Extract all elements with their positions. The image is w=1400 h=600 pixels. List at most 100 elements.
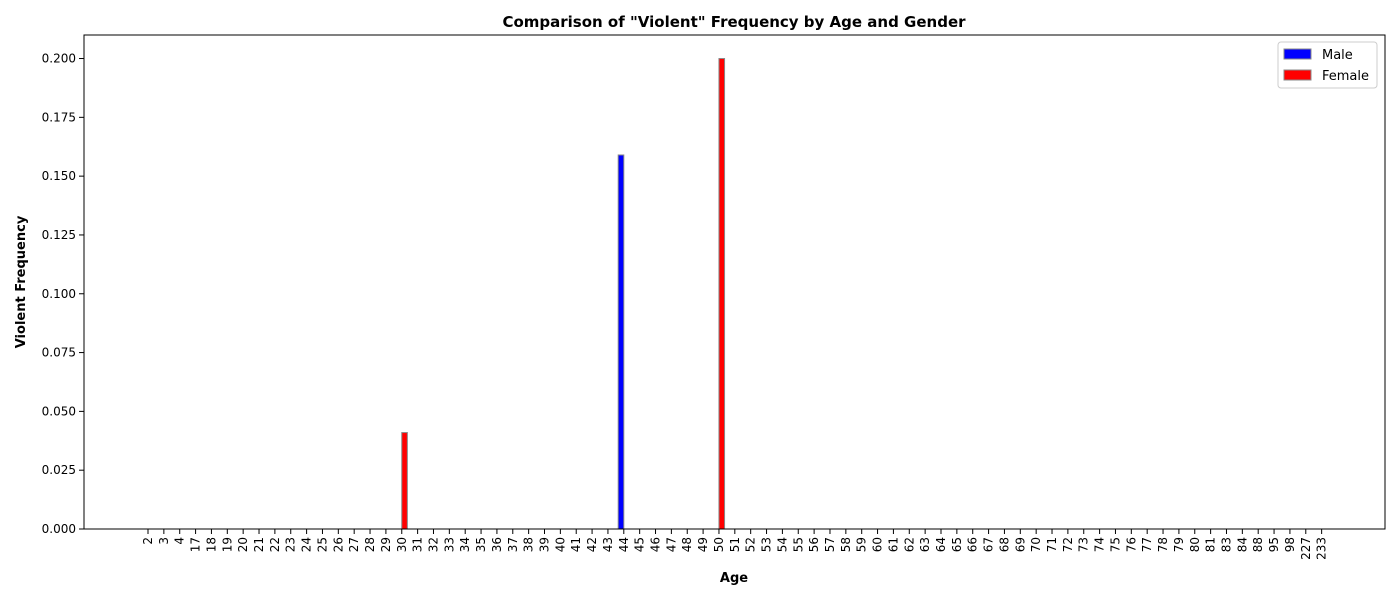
x-tick-label: 79 <box>1172 537 1186 552</box>
x-tick-label: 95 <box>1267 537 1281 552</box>
x-tick-label: 40 <box>553 537 567 552</box>
x-axis-label: Age <box>720 571 748 586</box>
x-tick-label: 23 <box>284 537 298 552</box>
x-tick-label: 98 <box>1283 537 1297 552</box>
x-tick-label: 3 <box>157 537 171 545</box>
x-tick-label: 58 <box>839 537 853 552</box>
x-tick-label: 51 <box>728 537 742 552</box>
x-tick-label: 43 <box>601 537 615 552</box>
x-tick-label: 55 <box>791 537 805 552</box>
x-tick-label: 65 <box>950 537 964 552</box>
x-tick-label: 227 <box>1299 537 1313 560</box>
x-tick-label: 81 <box>1204 537 1218 552</box>
y-tick-label: 0.075 <box>42 346 76 360</box>
x-tick-label: 38 <box>522 537 536 552</box>
x-tick-label: 88 <box>1251 537 1265 552</box>
x-tick-label: 59 <box>855 537 869 552</box>
bar-female-30 <box>401 432 408 530</box>
x-tick-label: 36 <box>490 537 504 552</box>
chart-title: Comparison of "Violent" Frequency by Age… <box>502 13 966 31</box>
plot-frame <box>83 34 1386 530</box>
x-tick-label: 84 <box>1235 537 1249 552</box>
x-tick-label: 32 <box>426 537 440 552</box>
x-tick-label: 24 <box>300 537 314 552</box>
x-tick-label: 46 <box>649 537 663 552</box>
x-tick-label: 74 <box>1093 537 1107 552</box>
x-tick-label: 20 <box>236 537 250 552</box>
x-tick-label: 34 <box>458 537 472 552</box>
y-tick-label: 0.125 <box>42 228 76 242</box>
legend: Male Female <box>1277 41 1378 89</box>
plot-area <box>83 34 1386 530</box>
x-tick-label: 72 <box>1061 537 1075 552</box>
x-tick-label: 2 <box>141 537 155 545</box>
y-tick-label: 0.050 <box>42 404 76 418</box>
y-axis: 0.000 0.025 0.050 0.075 0.100 0.125 0.150 0.175… <box>42 52 84 536</box>
x-tick-label: 57 <box>823 537 837 552</box>
x-tick-label: 50 <box>712 537 726 552</box>
x-tick-label: 49 <box>696 537 710 552</box>
x-tick-label: 63 <box>918 537 932 552</box>
x-tick-label: 75 <box>1108 537 1122 552</box>
x-tick-label: 35 <box>474 537 488 552</box>
y-tick-label: 0.175 <box>42 110 76 124</box>
x-tick-label: 71 <box>1045 537 1059 552</box>
x-tick-label: 28 <box>363 537 377 552</box>
y-tick-label: 0.100 <box>42 287 76 301</box>
y-tick-label: 0.025 <box>42 463 76 477</box>
x-tick-label: 80 <box>1188 537 1202 552</box>
x-tick-label: 77 <box>1140 537 1154 552</box>
x-tick-label: 56 <box>807 537 821 552</box>
x-tick-label: 19 <box>220 537 234 552</box>
x-tick-label: 30 <box>395 537 409 552</box>
bar-female-50 <box>718 58 726 530</box>
x-tick-label: 52 <box>744 537 758 552</box>
y-tick-label: 0.200 <box>42 52 76 66</box>
x-tick-label: 68 <box>997 537 1011 552</box>
x-tick-label: 27 <box>347 537 361 552</box>
y-axis-label: Violent Frequency <box>14 215 29 348</box>
x-tick-label: 73 <box>1077 537 1091 552</box>
x-tick-label: 67 <box>982 537 996 552</box>
legend-label-male: Male <box>1322 48 1353 63</box>
x-tick-label: 33 <box>442 537 456 552</box>
x-tick-label: 22 <box>268 537 282 552</box>
x-tick-label: 42 <box>585 537 599 552</box>
x-tick-label: 54 <box>775 537 789 552</box>
x-tick-label: 39 <box>538 537 552 552</box>
y-tick-label: 0.150 <box>42 169 76 183</box>
x-tick-label: 60 <box>871 537 885 552</box>
x-tick-label: 78 <box>1156 537 1170 552</box>
x-tick-label: 26 <box>331 537 345 552</box>
x-tick-label: 61 <box>886 537 900 552</box>
x-tick-label: 76 <box>1124 537 1138 552</box>
x-tick-label: 31 <box>411 537 425 552</box>
x-tick-label: 48 <box>680 537 694 552</box>
x-tick-label: 37 <box>506 537 520 552</box>
x-tick-label: 45 <box>633 537 647 552</box>
x-tick-label: 17 <box>189 537 203 552</box>
x-tick-label: 70 <box>1029 537 1043 552</box>
legend-swatch-female <box>1283 69 1312 81</box>
legend-swatch-male <box>1283 48 1312 60</box>
x-tick-label: 25 <box>315 537 329 552</box>
x-tick-label: 41 <box>569 537 583 552</box>
bar-male-44 <box>617 154 625 530</box>
x-tick-label: 18 <box>204 537 218 552</box>
legend-label-female: Female <box>1322 69 1369 84</box>
x-tick-label: 66 <box>966 537 980 552</box>
x-tick-label: 21 <box>252 537 266 552</box>
x-tick-label: 47 <box>664 537 678 552</box>
x-tick-label: 233 <box>1315 537 1329 560</box>
x-tick-label: 29 <box>379 537 393 552</box>
x-tick-label: 62 <box>902 537 916 552</box>
x-tick-label: 53 <box>760 537 774 552</box>
y-tick-label: 0.000 <box>42 522 76 536</box>
x-tick-label: 64 <box>934 537 948 552</box>
x-tick-label: 69 <box>1013 537 1027 552</box>
x-tick-label: 44 <box>617 537 631 552</box>
x-axis: 2 3 4 17 18 19 20 21 22 23 24 25 26 27 28 29 30 31 32 33 34 3… <box>141 529 1329 560</box>
x-tick-label: 83 <box>1219 537 1233 552</box>
x-tick-label: 4 <box>173 537 187 545</box>
